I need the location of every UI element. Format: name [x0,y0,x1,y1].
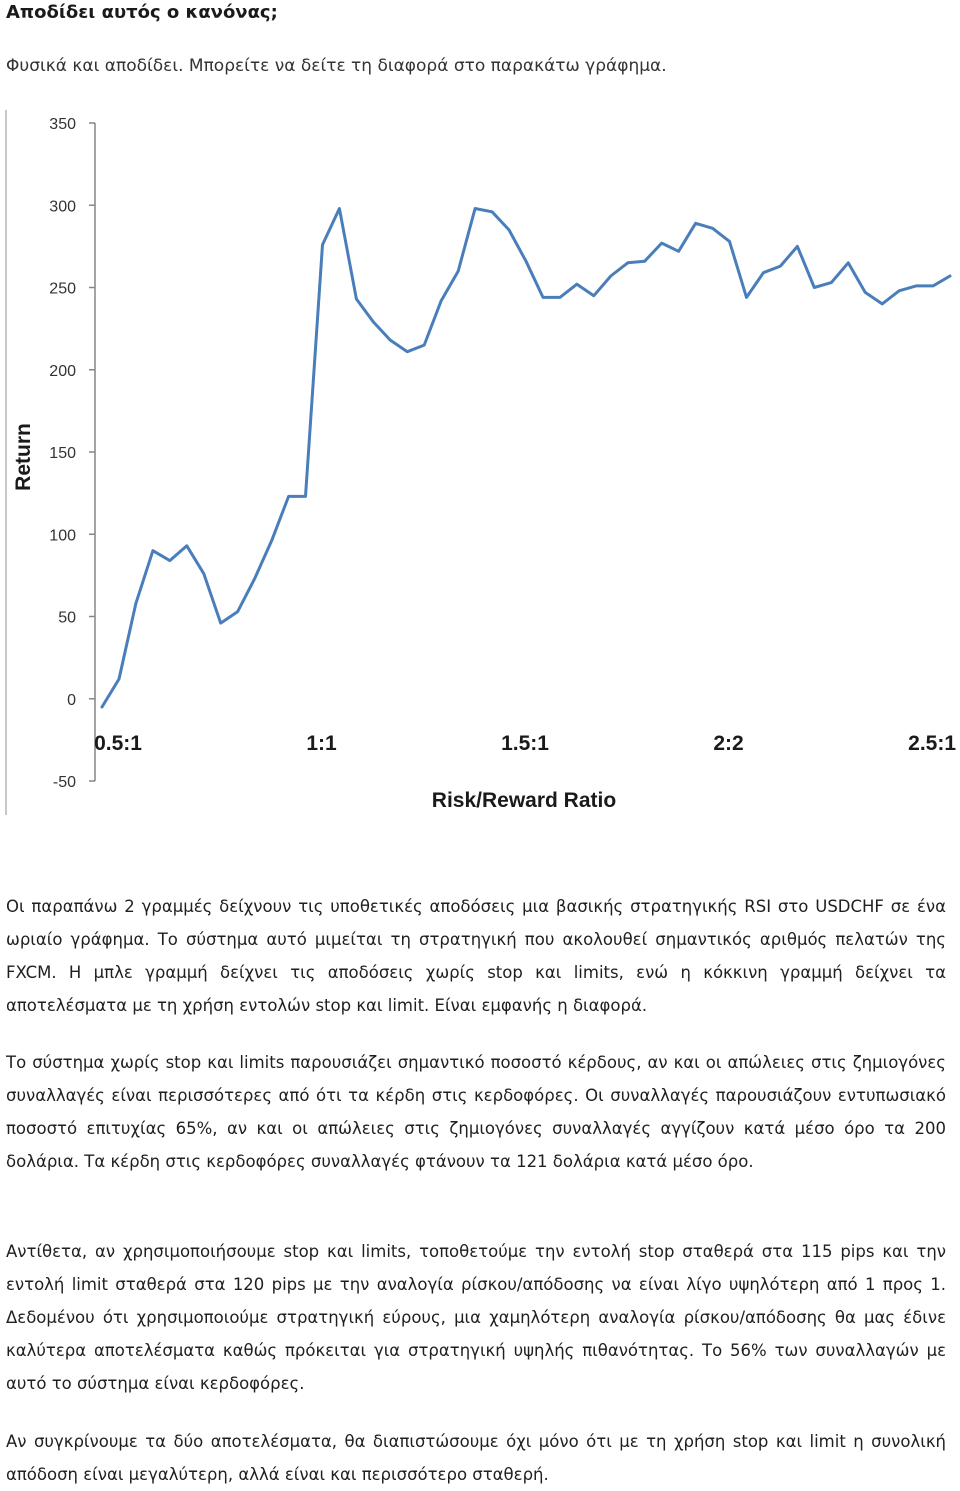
y-tick-label: 300 [49,198,76,215]
y-tick-label: 100 [49,527,76,544]
paragraph-3: Αντίθετα, αν χρησιμοποιήσουμε stop και l… [6,1242,946,1393]
y-tick-label: 0 [67,692,76,709]
chart-left-border [5,110,7,815]
y-axis-title: Return [12,423,35,491]
x-tick-label: 2:2 [713,732,743,755]
paragraph-4: Αν συγκρίνουμε τα δύο αποτελέσματα, θα δ… [6,1432,946,1484]
return-chart: 350 300 250 200 150 100 50 0 -50 0.5:1 1:1 1.5:1 2:… [0,105,960,825]
x-tick-label: 0.5:1 [94,732,142,755]
x-tick-label: 1:1 [306,732,337,755]
x-tick-label: 2.5:1 [908,732,956,755]
x-axis-title: Risk/Reward Ratio [432,789,616,812]
y-tick-label: 200 [49,363,76,380]
y-tick-label: -50 [53,774,76,791]
y-tick-label: 350 [49,116,76,133]
paragraph-1: Οι παραπάνω 2 γραμμές δείχνουν τις υποθε… [6,897,946,1015]
return-line-chart: 350 300 250 200 150 100 50 0 -50 0.5:1 1:1 1.5:1 2:… [5,110,956,815]
article-heading: Αποδίδει αυτός ο κανόνας; [6,2,278,23]
series-line [100,207,952,709]
paragraph-2: Το σύστημα χωρίς stop και limits παρουσι… [6,1053,946,1171]
y-tick-label: 150 [49,445,76,462]
y-tick-label: 250 [49,281,76,298]
y-tick-label: 50 [58,610,76,627]
x-tick-label: 1.5:1 [501,732,549,755]
intro-text: Φυσικά και αποδίδει. Μπορείτε να δείτε τ… [6,56,667,76]
